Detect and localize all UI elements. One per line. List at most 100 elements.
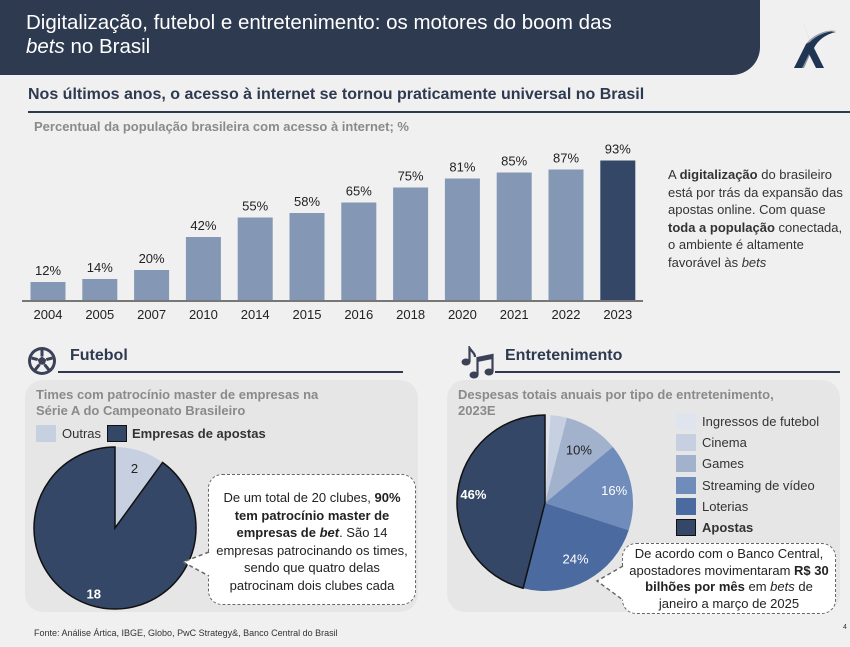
x-tick-label: 2004 <box>34 307 63 322</box>
bar-2010 <box>185 237 221 300</box>
legend-swatch <box>676 519 696 537</box>
page-title-rest: no Brasil <box>64 35 151 58</box>
legend-swatch <box>676 434 696 452</box>
legend-label: Streaming de vídeo <box>702 477 815 493</box>
x-tick-label: 2014 <box>241 307 270 322</box>
x-tick-label: 2016 <box>344 307 373 322</box>
entretenimento-callout-pointer <box>595 565 624 601</box>
pie-data-label: 16% <box>601 483 627 498</box>
bar-value-label: 81% <box>449 160 475 175</box>
x-tick-label: 2020 <box>448 307 477 322</box>
futebol-divider <box>58 371 403 373</box>
futebol-panel-title: Times com patrocínio master de empresas … <box>36 387 318 419</box>
page-title: Digitalização, futebol e entretenimento:… <box>26 11 746 59</box>
section-headline: Nos últimos anos, o acesso à internet se… <box>28 86 645 103</box>
entretenimento-panel-title-line1: Despesas totais anuais por tipo de entre… <box>458 387 774 402</box>
page-title-italic: bets <box>26 35 65 58</box>
bar-2021 <box>496 172 532 300</box>
bar-2023 <box>600 160 636 300</box>
bar-value-label: 93% <box>605 142 631 157</box>
bar-value-label: 55% <box>242 199 268 214</box>
legend-label: Ingressos de futebol <box>702 414 820 430</box>
page-number: 4 <box>843 624 847 631</box>
bar-2004 <box>30 282 66 300</box>
legend-label: Apostas <box>702 520 754 536</box>
x-tick-label: 2005 <box>85 307 114 322</box>
bar-value-label: 65% <box>346 184 372 199</box>
insight-italic: bets <box>741 254 767 270</box>
x-tick-label: 2022 <box>552 307 581 322</box>
callout-text: . São 14 empresas patrocinando os times,… <box>216 525 408 593</box>
legend-swatch-outras <box>36 425 56 442</box>
pie-slice-cinema <box>545 415 567 503</box>
x-tick-label: 2015 <box>293 307 322 322</box>
futebol-panel-title-line2: Série A do Campeonato Brasileiro <box>36 403 246 418</box>
legend-item: Cinema <box>676 432 819 453</box>
legend-item: Ingressos de futebol <box>676 411 819 432</box>
page-title-line1: Digitalização, futebol e entretenimento:… <box>26 11 612 34</box>
bar-2015 <box>289 213 325 300</box>
bar-value-label: 85% <box>501 154 527 169</box>
music-notes-icon <box>461 346 494 379</box>
x-tick-label: 2018 <box>396 307 425 322</box>
bar-chart-caption: Percentual da população brasileira com a… <box>34 119 409 134</box>
bar-value-label: 14% <box>87 260 113 275</box>
futebol-callout: De um total de 20 clubes, 90% tem patroc… <box>208 474 416 605</box>
internet-access-bar-chart: 12% 2004 14% 2005 20% 2007 42% 2010 55% 2014 58% 20… <box>22 142 643 322</box>
entretenimento-legend: Ingressos de futebol Cinema Games Streaming… <box>676 411 819 538</box>
callout-bold: 90% tem patrocínio master de empresas de <box>234 490 401 540</box>
insight-bold: digitalização <box>679 167 758 182</box>
callout-bold-italic: bet <box>319 525 340 540</box>
insight-bold: toda a população <box>668 219 775 235</box>
legend-item: Loterias <box>676 496 819 517</box>
legend-label-apostas: Empresas de apostas <box>132 426 266 441</box>
bar-value-label: 87% <box>553 151 579 166</box>
x-tick-label: 2021 <box>500 307 529 322</box>
legend-item: Streaming de vídeo <box>676 475 819 496</box>
entretenimento-divider <box>495 371 840 373</box>
soccer-ball-icon <box>28 347 56 375</box>
source-footnote: Fonte: Análise Ártica, IBGE, Globo, PwC … <box>34 628 338 638</box>
pie-data-label: 18 <box>86 586 100 601</box>
legend-swatch <box>676 455 696 473</box>
futebol-legend: Outras Empresas de apostas <box>36 425 266 442</box>
pie-data-label: 10% <box>566 443 592 458</box>
entretenimento-section-title: Entretenimento <box>505 347 623 364</box>
bar-2020 <box>444 178 480 300</box>
legend-swatch <box>676 476 696 494</box>
pie-data-label: 24% <box>563 552 589 567</box>
callout-bold: R$ 30 bilhões por mês <box>645 562 829 595</box>
x-tick-label: 2007 <box>137 307 166 322</box>
artica-logo-icon <box>794 20 837 68</box>
entretenimento-panel-title-line2: 2023E <box>458 403 496 418</box>
pie-data-label: 2 <box>131 461 138 476</box>
page-title-line2: bets no Brasil <box>26 35 746 59</box>
pie-slice-apostas <box>456 414 546 590</box>
insight-text: A <box>668 167 680 182</box>
legend-swatch-apostas <box>107 425 128 442</box>
x-tick-label: 2023 <box>603 307 632 322</box>
insight-text: conectada, o ambiente é altamente favorá… <box>668 219 843 270</box>
pie-data-label: 46% <box>460 487 486 502</box>
bar-value-label: 42% <box>190 218 216 233</box>
bar-2016 <box>341 202 377 300</box>
pie-slice-loterias <box>523 503 629 591</box>
bar-2005 <box>82 279 118 300</box>
pie-slice-games <box>545 417 613 503</box>
bar-2014 <box>237 217 273 300</box>
callout-text: em <box>744 579 771 594</box>
bar-2022 <box>548 169 584 300</box>
futebol-callout-pointer <box>181 551 210 577</box>
entretenimento-pie-chart: 10% 16% 24% 46% <box>456 414 633 591</box>
callout-text: de janeiro a março de 2025 <box>658 579 813 611</box>
bar-value-label: 58% <box>294 194 320 209</box>
callout-italic: bets <box>770 579 795 594</box>
pie-slice-empresas-de-apostas <box>33 446 197 610</box>
headline-divider <box>28 111 850 113</box>
legend-label: Cinema <box>702 435 747 451</box>
legend-swatch <box>676 497 696 515</box>
entretenimento-callout: De acordo com o Banco Central, apostador… <box>622 543 836 614</box>
legend-swatch <box>676 413 696 431</box>
bar-value-label: 12% <box>35 263 61 278</box>
legend-label: Games <box>702 456 744 472</box>
